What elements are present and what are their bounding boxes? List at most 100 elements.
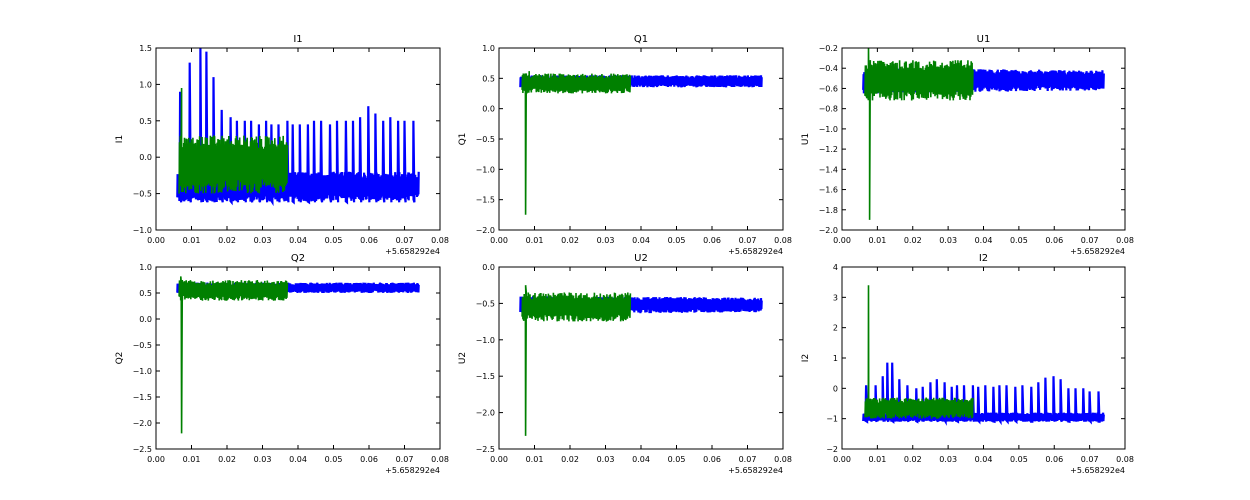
x-tick-label: 0.01 xyxy=(526,455,544,464)
y-tick-label: −2.0 xyxy=(133,419,152,428)
y-axis-label: U1 xyxy=(801,133,811,145)
x-tick-label: 0.08 xyxy=(774,455,792,464)
series-green-line xyxy=(178,87,289,194)
x-tick-label: 0.04 xyxy=(289,236,307,245)
y-tick-label: −2.5 xyxy=(476,445,495,454)
subplot-title: U1 xyxy=(977,34,991,45)
y-tick-label: −0.4 xyxy=(819,64,838,73)
x-tick-label: 0.05 xyxy=(668,455,686,464)
y-tick-label: 0.0 xyxy=(482,105,495,114)
x-tick-label: 0.01 xyxy=(183,236,201,245)
y-tick-label: −0.8 xyxy=(819,105,838,114)
x-offset-label: +5.658292e4 xyxy=(385,466,440,475)
x-tick-label: 0.02 xyxy=(561,455,579,464)
x-tick-label: 0.00 xyxy=(833,455,851,464)
x-tick-label: 0.07 xyxy=(739,236,757,245)
x-tick-label: 0.03 xyxy=(597,236,615,245)
y-tick-label: 1.0 xyxy=(139,80,152,89)
x-tick-label: 0.05 xyxy=(668,236,686,245)
subplot-title: U2 xyxy=(634,253,648,264)
series-green-line xyxy=(178,276,289,434)
x-tick-label: 0.07 xyxy=(739,455,757,464)
y-tick-label: −1.0 xyxy=(476,165,495,174)
x-tick-label: 0.01 xyxy=(868,455,886,464)
y-tick-label: −1.0 xyxy=(133,367,152,376)
subplot-u1: 0.00 0.01 0.02 0.03 0.04 0.05 0.06 0.07 0.08 −2.0… xyxy=(801,34,1134,256)
x-tick-label: 0.04 xyxy=(632,455,650,464)
y-tick-label: −2.5 xyxy=(133,445,152,454)
y-tick-label: −0.5 xyxy=(133,341,152,350)
y-tick-label: −0.5 xyxy=(133,190,152,199)
x-tick-label: 0.00 xyxy=(490,455,508,464)
x-tick-label: 0.08 xyxy=(774,236,792,245)
y-tick-label: 0.0 xyxy=(139,315,152,324)
subplot-title: I1 xyxy=(293,34,302,45)
subplot-q2: 0.00 0.01 0.02 0.03 0.04 0.05 0.06 0.07 0.08 −2.5… xyxy=(115,253,449,475)
x-tick-label: 0.06 xyxy=(360,236,378,245)
x-offset-label: +5.658292e4 xyxy=(1070,466,1125,475)
y-tick-label: −2.0 xyxy=(819,226,838,235)
x-tick-label: 0.02 xyxy=(218,236,236,245)
y-tick-label: −1.5 xyxy=(476,372,495,381)
series-green-line xyxy=(521,71,632,215)
y-tick-label: 0.0 xyxy=(139,153,152,162)
y-tick-label: 1 xyxy=(833,354,838,363)
y-tick-label: −0.2 xyxy=(819,44,838,53)
x-tick-label: 0.06 xyxy=(1045,455,1063,464)
x-tick-label: 0.08 xyxy=(431,236,449,245)
y-tick-label: −1.5 xyxy=(133,393,152,402)
x-tick-label: 0.02 xyxy=(218,455,236,464)
x-tick-label: 0.07 xyxy=(396,236,414,245)
x-tick-label: 0.06 xyxy=(703,455,721,464)
y-tick-label: 2 xyxy=(833,324,838,333)
x-tick-label: 0.05 xyxy=(1010,455,1028,464)
y-tick-label: 1.0 xyxy=(482,44,495,53)
x-tick-label: 0.06 xyxy=(1045,236,1063,245)
x-tick-label: 0.07 xyxy=(1081,455,1099,464)
y-tick-label: −2.0 xyxy=(476,226,495,235)
x-tick-label: 0.00 xyxy=(490,236,508,245)
subplot-q1: 0.00 0.01 0.02 0.03 0.04 0.05 0.06 0.07 0.08 −2.0… xyxy=(458,34,792,256)
y-tick-label: −1.4 xyxy=(819,165,838,174)
x-tick-label: 0.03 xyxy=(254,455,272,464)
x-tick-label: 0.03 xyxy=(597,455,615,464)
y-tick-label: 0.5 xyxy=(482,74,495,83)
x-tick-label: 0.04 xyxy=(975,455,993,464)
y-axis-label: I2 xyxy=(801,354,811,362)
x-tick-label: 0.00 xyxy=(147,236,165,245)
series-green-line xyxy=(864,285,974,419)
x-tick-label: 0.05 xyxy=(1010,236,1028,245)
x-tick-label: 0.01 xyxy=(183,455,201,464)
series-green-line xyxy=(864,48,974,220)
y-tick-label: −0.6 xyxy=(819,84,838,93)
y-tick-label: −1.8 xyxy=(819,206,838,215)
x-tick-label: 0.03 xyxy=(939,236,957,245)
plot-area xyxy=(519,285,763,436)
plot-area xyxy=(862,48,1105,220)
y-tick-label: 0.5 xyxy=(139,289,152,298)
y-tick-label: −1.0 xyxy=(819,125,838,134)
subplot-i1: 0.00 0.01 0.02 0.03 0.04 0.05 0.06 0.07 0.08 −1.0… xyxy=(115,34,449,256)
plot-area xyxy=(862,285,1105,426)
y-tick-label: 1.0 xyxy=(139,263,152,272)
x-tick-label: 0.02 xyxy=(904,236,922,245)
x-tick-label: 0.04 xyxy=(632,236,650,245)
y-tick-label: −1.0 xyxy=(476,336,495,345)
x-offset-label: +5.658292e4 xyxy=(728,466,783,475)
x-tick-label: 0.03 xyxy=(939,455,957,464)
y-tick-label: −1.0 xyxy=(133,226,152,235)
subplot-title: I2 xyxy=(979,253,988,264)
x-tick-label: 0.08 xyxy=(431,455,449,464)
y-tick-label: −0.5 xyxy=(476,299,495,308)
y-tick-label: 4 xyxy=(833,263,838,272)
x-tick-label: 0.06 xyxy=(703,236,721,245)
y-axis-label: Q2 xyxy=(115,352,125,365)
x-tick-label: 0.05 xyxy=(325,455,343,464)
y-tick-label: 1.5 xyxy=(139,44,152,53)
x-offset-label: +5.658292e4 xyxy=(385,247,440,256)
y-axis-label: Q1 xyxy=(458,133,468,146)
y-tick-label: 0.5 xyxy=(139,117,152,126)
plot-area xyxy=(176,276,420,434)
y-tick-label: −1.5 xyxy=(476,196,495,205)
x-tick-label: 0.07 xyxy=(396,455,414,464)
